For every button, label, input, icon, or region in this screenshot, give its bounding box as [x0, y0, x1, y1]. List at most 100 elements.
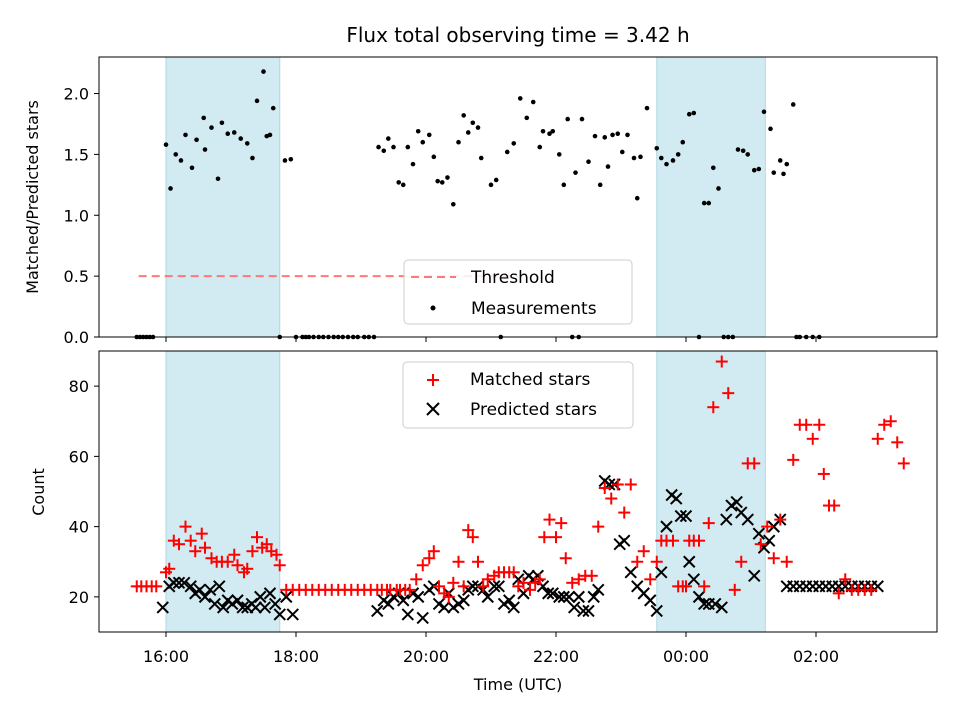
predicted-point [644, 594, 657, 607]
ratio-panel: 0.00.51.01.52.0 Matched/Predicted stars … [23, 56, 938, 347]
matched-point [592, 520, 605, 533]
matched-point [761, 520, 774, 533]
measurement-point [254, 98, 260, 104]
predicted-point [541, 587, 555, 600]
matched-point [598, 481, 611, 494]
measurement-point [602, 135, 608, 140]
predicted-point [203, 583, 217, 597]
bottom-legend: Matched stars Predicted stars [402, 361, 634, 429]
predicted-point [437, 601, 451, 614]
matched-point [273, 559, 286, 572]
matched-point [715, 355, 728, 368]
measurement-point [282, 158, 288, 163]
measurement-point [756, 166, 762, 172]
measurement-point [488, 182, 494, 188]
matched-point [787, 453, 800, 466]
predicted-point [692, 590, 706, 604]
predicted-point [572, 590, 585, 604]
measurement-point [250, 155, 255, 161]
matched-point [472, 555, 484, 568]
measurement-point [470, 120, 476, 126]
predicted-point [546, 587, 559, 600]
predicted-point [273, 608, 286, 621]
matched-point [897, 457, 910, 470]
predicted-point [741, 513, 754, 526]
matched-point [481, 573, 494, 586]
matched-point [637, 545, 650, 558]
measurement-point [592, 133, 598, 139]
measurement-point [456, 139, 461, 145]
predicted-point [697, 597, 711, 611]
matched-point [543, 513, 556, 526]
matched-point [839, 573, 852, 586]
measurement-point [561, 182, 567, 188]
predicted-point [674, 509, 688, 523]
predicted-point [411, 590, 425, 604]
predicted-point [249, 601, 262, 614]
measurement-point [680, 139, 686, 145]
matched-point [199, 541, 211, 554]
predicted-point [198, 590, 212, 604]
predicted-point [208, 597, 221, 611]
legend-matched-swatch [427, 374, 439, 386]
matched-point [650, 555, 663, 568]
measurement-point [634, 195, 640, 201]
measurement-point [556, 152, 562, 157]
measurement-point [420, 139, 426, 145]
measurement-point [654, 146, 660, 151]
measurement-point [784, 161, 790, 167]
matched-point [667, 534, 679, 547]
matched-point [163, 562, 176, 575]
measurement-point [267, 132, 273, 138]
measurement-point [478, 155, 484, 161]
matched-point [251, 531, 263, 544]
measurement-point [620, 149, 625, 155]
matched-point [533, 573, 546, 586]
matched-point [423, 552, 436, 565]
predicted-point [650, 604, 663, 618]
predicted-point [655, 566, 668, 579]
bottom-y-ticks: 20 40 60 80 [69, 377, 99, 607]
legend-matched-label: Matched stars [470, 370, 590, 390]
measurement-point [579, 116, 585, 122]
predicted-point [416, 611, 429, 625]
predicted-point [730, 495, 743, 509]
measurement-point [244, 141, 250, 146]
measurement-point [638, 154, 643, 160]
matched-point [767, 552, 780, 565]
measurement-point [376, 144, 381, 150]
legend-predicted-label: Predicted stars [470, 400, 597, 420]
matched-point [644, 573, 657, 586]
matched-point [517, 576, 530, 589]
matched-point [524, 583, 536, 596]
measurement-point [194, 137, 199, 143]
top-legend: Threshold Measurements [403, 259, 633, 325]
measurement-point [381, 148, 387, 154]
predicted-point [507, 601, 520, 614]
matched-point [780, 555, 793, 568]
matched-point [457, 580, 470, 593]
measurement-point [431, 154, 437, 160]
measurement-point [659, 155, 664, 161]
y-tick-label: 0.5 [64, 267, 89, 286]
measurement-point [426, 132, 432, 138]
matched-point [735, 555, 748, 568]
measurement-point [435, 178, 441, 184]
measurement-point [745, 152, 751, 157]
predicted-point [172, 576, 186, 590]
bottom-ylabel: Count [29, 468, 48, 516]
measurement-point [163, 142, 169, 147]
matched-point [427, 545, 440, 558]
measurement-point [396, 180, 402, 185]
measurement-point [605, 164, 611, 169]
measurement-point [219, 120, 225, 126]
y-tick-label: 2.0 [64, 85, 89, 104]
measurement-point [173, 152, 179, 157]
matched-point [774, 513, 787, 526]
measurement-point [768, 126, 773, 132]
predicted-point [236, 601, 249, 614]
matched-point [806, 432, 819, 445]
predicted-point [156, 601, 169, 614]
matched-point [605, 492, 618, 505]
